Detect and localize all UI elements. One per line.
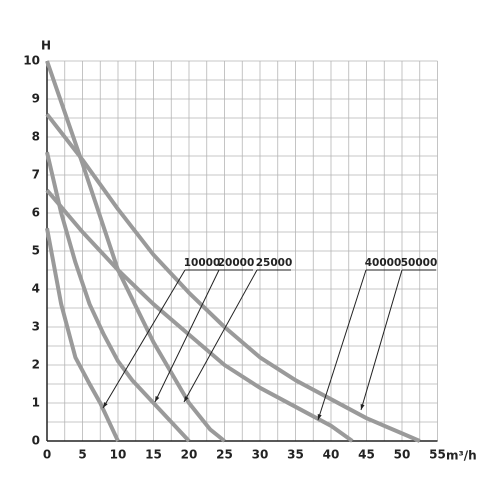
y-tick-label: 7 (32, 168, 40, 182)
x-tick-label: 0 (43, 448, 51, 462)
x-tick-label: 5 (78, 448, 86, 462)
leader-line (183, 269, 258, 403)
arrowhead (155, 396, 160, 402)
y-tick-label: 1 (32, 396, 40, 410)
leader-line (154, 269, 220, 403)
legend-label: 25000 (256, 257, 293, 269)
arrowhead (360, 404, 365, 410)
curve (45, 60, 226, 443)
legend-label: 20000 (218, 257, 255, 269)
arrowhead (317, 414, 322, 420)
x-tick-label: 35 (287, 448, 304, 462)
curve (45, 112, 421, 443)
leader-line (102, 269, 186, 409)
arrowhead (103, 402, 108, 408)
x-tick-label: 25 (216, 448, 233, 462)
leader-line (360, 269, 403, 411)
legend-label: 40000 (365, 257, 402, 269)
x-tick-label: 15 (145, 448, 162, 462)
x-axis-label: m³/h (446, 449, 477, 463)
y-tick-label: 10 (23, 54, 40, 68)
y-tick-label: 0 (32, 434, 40, 448)
y-axis-label: H (41, 39, 51, 53)
y-tick-label: 4 (32, 282, 40, 296)
x-tick-label: 55 (429, 448, 446, 462)
curve (45, 227, 120, 442)
y-tick-label: 5 (32, 244, 40, 258)
curve (45, 151, 191, 443)
y-tick-label: 8 (32, 130, 40, 144)
y-tick-label: 9 (32, 92, 40, 106)
arrowhead (184, 396, 189, 402)
y-tick-label: 6 (32, 206, 40, 220)
legend-label: 10000 (184, 257, 221, 269)
legend-label: 50000 (401, 257, 438, 269)
x-tick-label: 30 (252, 448, 269, 462)
x-tick-label: 10 (110, 448, 127, 462)
leader-line (317, 269, 367, 421)
y-tick-label: 3 (32, 320, 40, 334)
x-tick-label: 20 (181, 448, 198, 462)
x-tick-label: 50 (394, 448, 411, 462)
y-tick-label: 2 (32, 358, 40, 372)
x-tick-label: 40 (323, 448, 340, 462)
curve (45, 188, 354, 443)
x-tick-label: 45 (358, 448, 375, 462)
